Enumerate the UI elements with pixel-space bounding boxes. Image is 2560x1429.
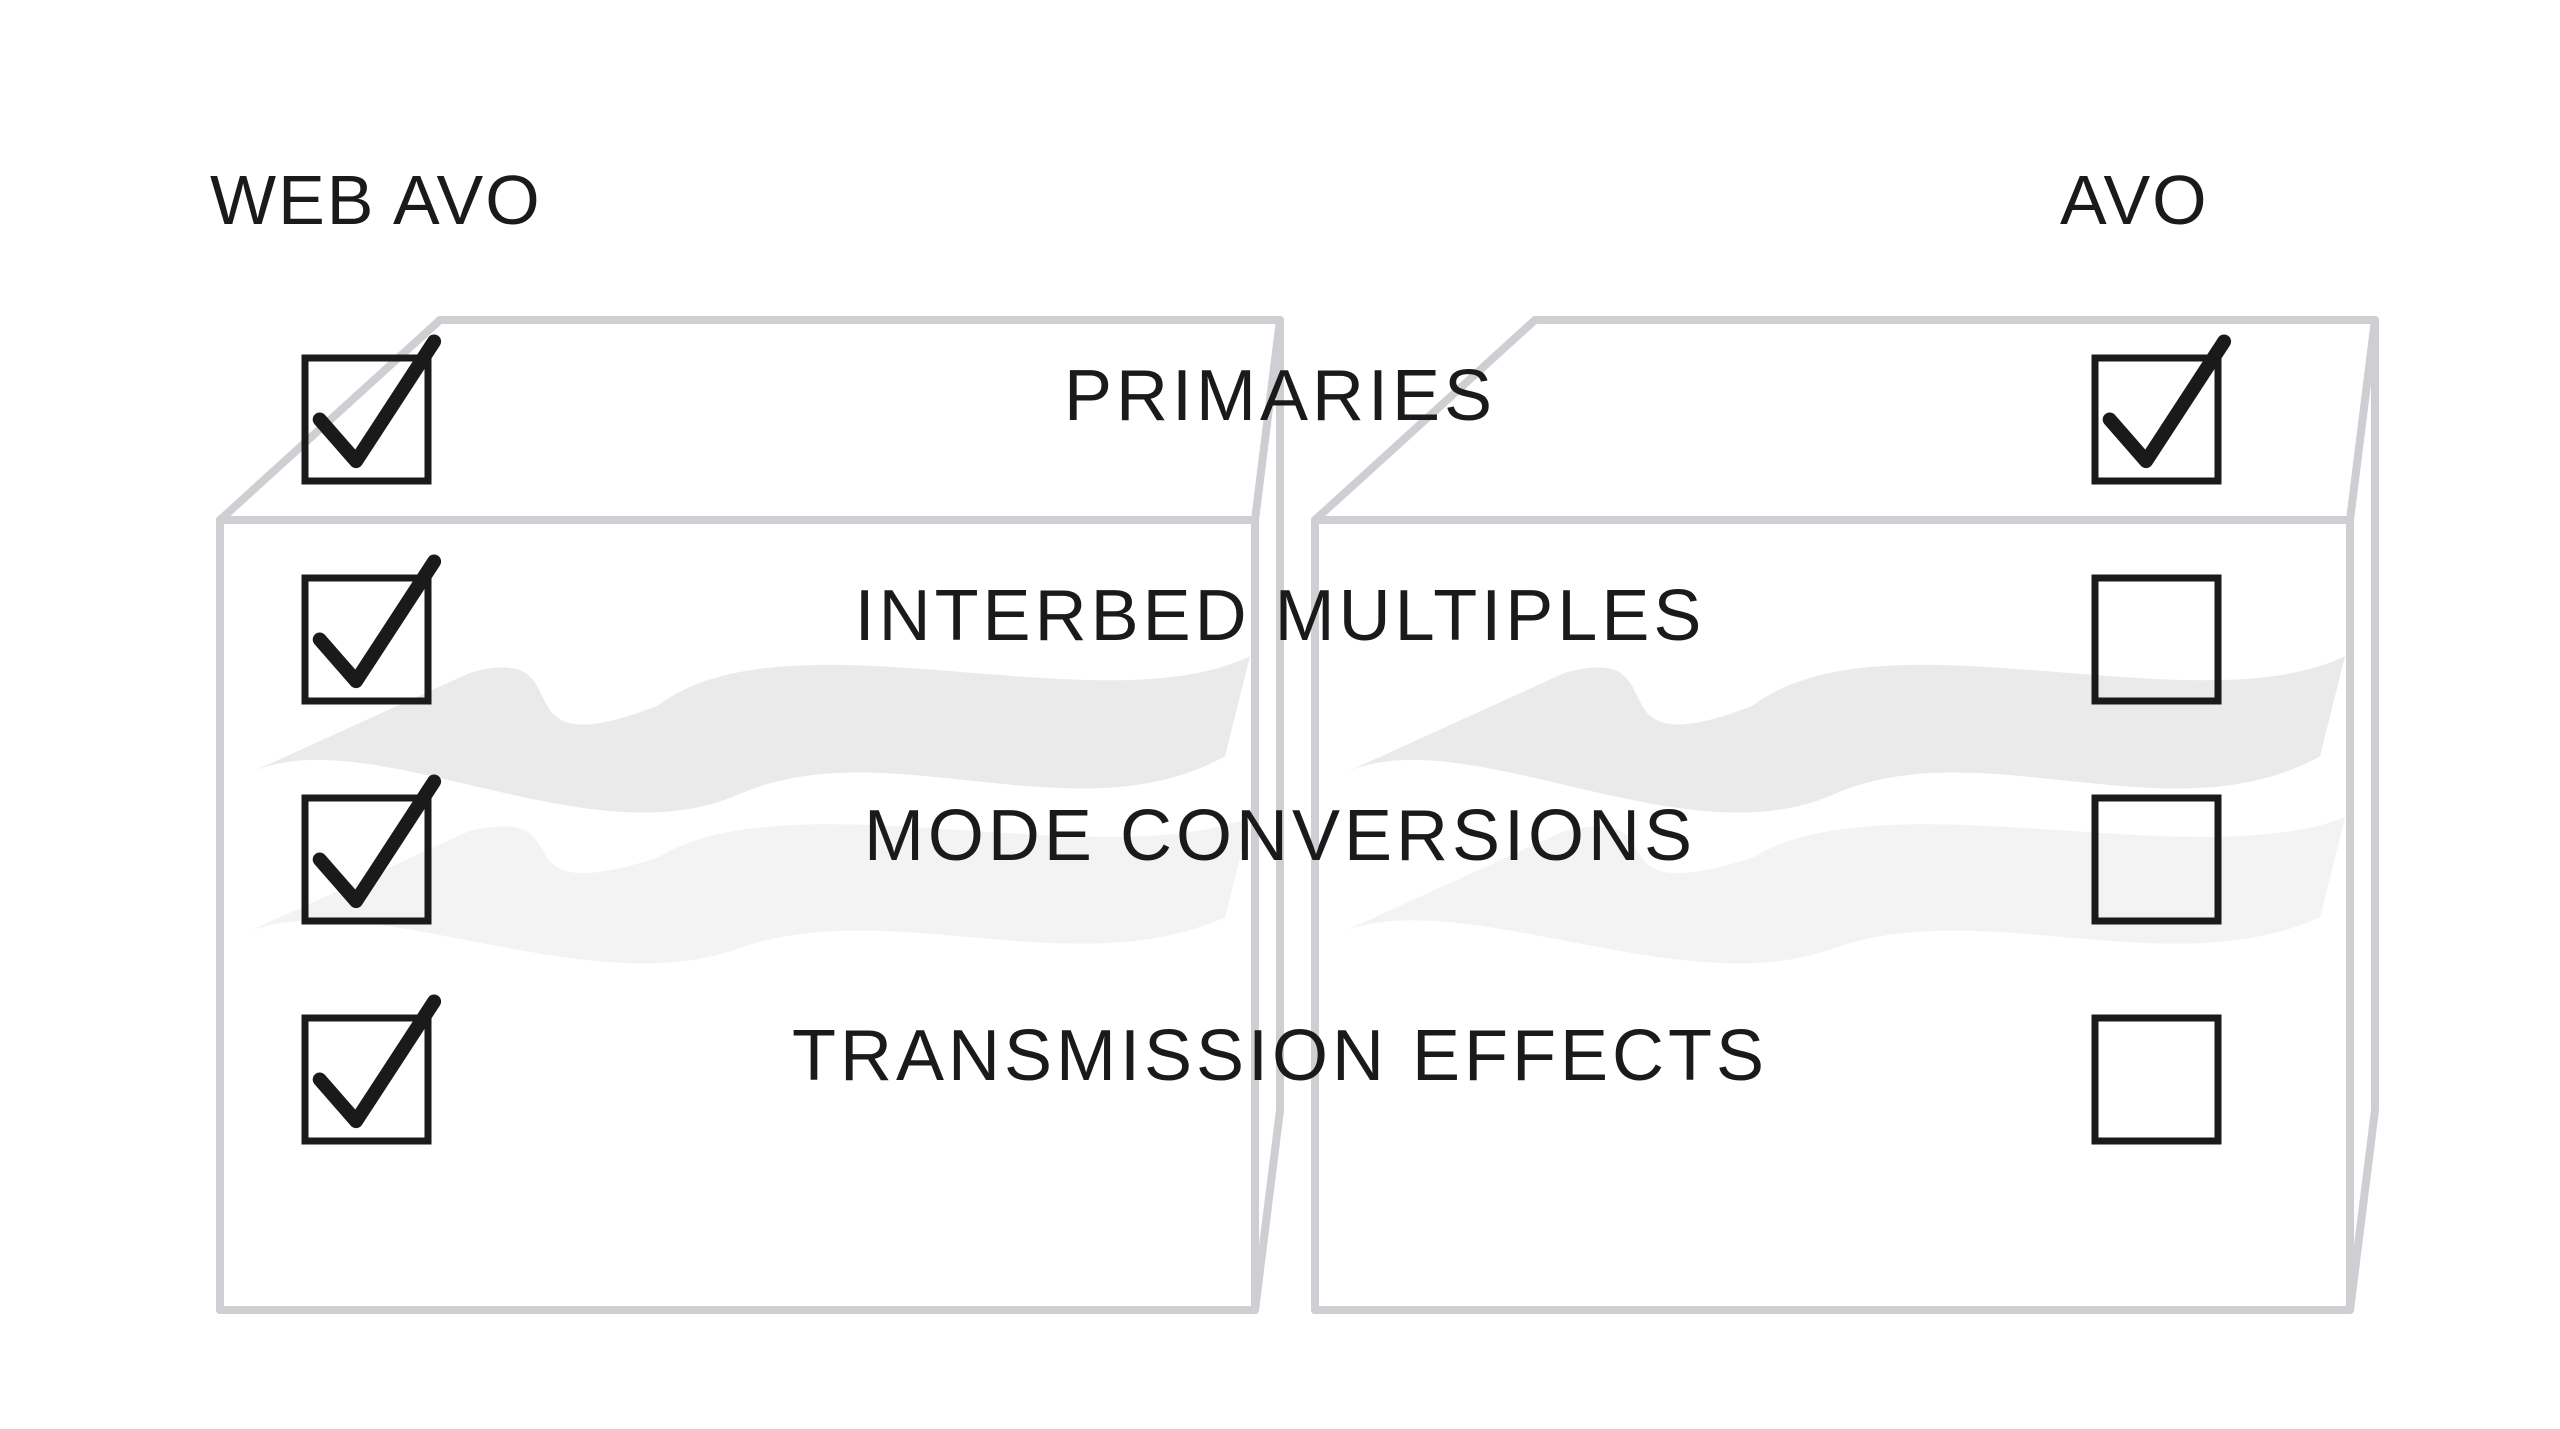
checkbox-checked-icon (295, 995, 445, 1150)
header-avo: AVO (2060, 160, 2209, 240)
checkbox-unchecked-icon (2085, 555, 2235, 710)
checkbox-unchecked-icon (2085, 775, 2235, 930)
checkbox-unchecked-icon (2085, 995, 2235, 1150)
checkbox-checked-icon (295, 555, 445, 710)
checkbox-checked-icon (2085, 335, 2235, 490)
header-web-avo: WEB AVO (210, 160, 542, 240)
checkbox-checked-icon (295, 775, 445, 930)
checkbox-checked-icon (295, 335, 445, 490)
